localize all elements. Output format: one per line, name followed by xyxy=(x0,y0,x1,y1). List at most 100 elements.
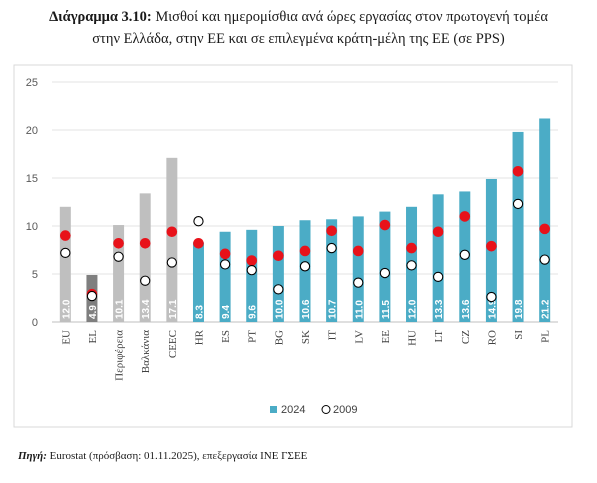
red-marker xyxy=(273,250,284,262)
marker-2009 xyxy=(60,247,71,259)
legend-label-2024: 2024 xyxy=(281,404,305,416)
marker-2009 xyxy=(433,271,444,283)
x-tick-label: PL xyxy=(540,330,552,343)
red-marker xyxy=(352,245,364,257)
y-tick-label: 25 xyxy=(26,77,38,89)
red-marker xyxy=(539,223,550,235)
marker-2009 xyxy=(219,259,231,270)
chart-frame xyxy=(13,64,573,428)
red-marker xyxy=(432,226,444,238)
marker-2009 xyxy=(486,291,497,303)
title-line2: στην Ελλάδα, στην ΕΕ και σε επιλεγμένα κ… xyxy=(92,31,505,47)
red-marker xyxy=(193,237,204,249)
x-tick-label: CEEC xyxy=(167,330,179,358)
source-text: Eurostat (πρόσβαση: 01.11.2025), επεξεργ… xyxy=(49,450,308,462)
x-tick-label: EU xyxy=(60,330,72,345)
marker-2009 xyxy=(166,257,177,268)
marker-2009 xyxy=(246,265,257,276)
legend-swatch-2024 xyxy=(270,406,277,413)
title-line1: Μισθοί και ημερομίσθια ανά ώρες εργασίας… xyxy=(155,9,548,25)
marker-2009 xyxy=(326,242,337,254)
source-note: Πηγή: Eurostat (πρόσβαση: 01.11.2025), ε… xyxy=(18,450,307,462)
marker-2009 xyxy=(379,267,391,279)
bar xyxy=(192,242,204,322)
bar xyxy=(379,211,391,322)
bar-value-label: 13.6 xyxy=(461,299,472,319)
bar-value-label: 17.1 xyxy=(168,299,179,319)
bar xyxy=(139,193,151,322)
bar-value-label: 9.6 xyxy=(248,305,259,319)
bar xyxy=(246,229,258,322)
bar-value-label: 10.6 xyxy=(301,299,312,319)
marker-2009 xyxy=(353,277,364,288)
red-marker xyxy=(379,219,391,231)
bar xyxy=(113,225,125,322)
y-tick-label: 15 xyxy=(26,173,38,185)
bar-value-label: 19.8 xyxy=(514,299,525,319)
x-tick-label: EE xyxy=(380,330,392,344)
bar-value-label: 12.0 xyxy=(408,299,419,319)
bar-value-label: 12.0 xyxy=(61,299,72,319)
y-tick-label: 0 xyxy=(32,317,38,329)
bar-value-label: 13.4 xyxy=(141,299,152,319)
x-tick-label: CZ xyxy=(460,330,472,344)
bar-value-label: 11.0 xyxy=(354,300,365,319)
x-tick-label: SI xyxy=(513,330,525,340)
source-label: Πηγή: xyxy=(18,450,47,462)
red-marker xyxy=(299,245,311,257)
y-tick-label: 10 xyxy=(26,221,38,233)
red-marker xyxy=(246,255,258,266)
chart-title: Διάγραμμα 3.10: Μισθοί και ημερομίσθια α… xyxy=(0,6,597,50)
bar-value-label: 21.2 xyxy=(541,299,552,319)
bar-value-label: 10.0 xyxy=(274,299,285,319)
bar-value-label: 14.9 xyxy=(487,299,498,319)
marker-2009 xyxy=(299,261,311,272)
legend-label-2009: 2009 xyxy=(333,404,357,416)
legend-marker-2009 xyxy=(321,405,331,414)
red-marker xyxy=(512,165,524,177)
marker-2009 xyxy=(140,275,151,286)
red-marker xyxy=(60,230,71,241)
bar-value-label: 8.3 xyxy=(194,305,205,319)
bar xyxy=(272,226,284,322)
red-marker xyxy=(219,248,231,260)
bar-value-label: 11.5 xyxy=(381,300,392,319)
marker-2009 xyxy=(86,290,98,302)
bar-value-label: 13.3 xyxy=(434,299,445,319)
bar xyxy=(352,216,364,322)
y-tick-label: 5 xyxy=(32,269,38,281)
red-marker xyxy=(406,242,417,254)
bar xyxy=(432,194,444,322)
x-tick-label: ES xyxy=(220,330,232,343)
x-tick-label: RO xyxy=(486,330,498,345)
x-tick-label: BG xyxy=(273,330,285,345)
red-marker xyxy=(139,237,151,249)
bar xyxy=(512,131,524,322)
red-marker xyxy=(113,237,124,249)
bar-value-label: 10.1 xyxy=(115,299,126,319)
bar-value-label: 9.4 xyxy=(221,305,232,319)
title-prefix: Διάγραμμα 3.10: xyxy=(49,9,152,25)
red-marker xyxy=(326,225,337,237)
x-tick-label: PT xyxy=(247,330,259,343)
red-marker xyxy=(486,240,497,252)
marker-2009 xyxy=(459,249,470,260)
bar-value-label: 10.7 xyxy=(328,299,339,319)
bar-chart: 0 5 10 15 20 25 12.0 4.9 10.1 13.4 17.1 8.3 9.4 9.6 1… xyxy=(13,64,573,428)
x-tick-label: EL xyxy=(87,330,99,344)
x-tick-label: LT xyxy=(433,330,445,343)
x-tick-label: LV xyxy=(353,330,365,344)
bar xyxy=(326,219,338,322)
red-marker xyxy=(166,226,178,238)
marker-2009 xyxy=(406,260,417,271)
x-tick-label: HU xyxy=(407,330,419,346)
x-tick-label: SK xyxy=(300,330,312,344)
marker-2009 xyxy=(113,251,124,262)
marker-2009 xyxy=(512,198,524,210)
x-tick-label: Περιφέρεια xyxy=(114,330,126,381)
x-tick-label: Βαλκάνια xyxy=(140,330,152,373)
marker-2009 xyxy=(273,284,284,295)
marker-2009 xyxy=(193,216,204,227)
bar xyxy=(219,231,231,322)
y-tick-label: 20 xyxy=(26,125,38,137)
